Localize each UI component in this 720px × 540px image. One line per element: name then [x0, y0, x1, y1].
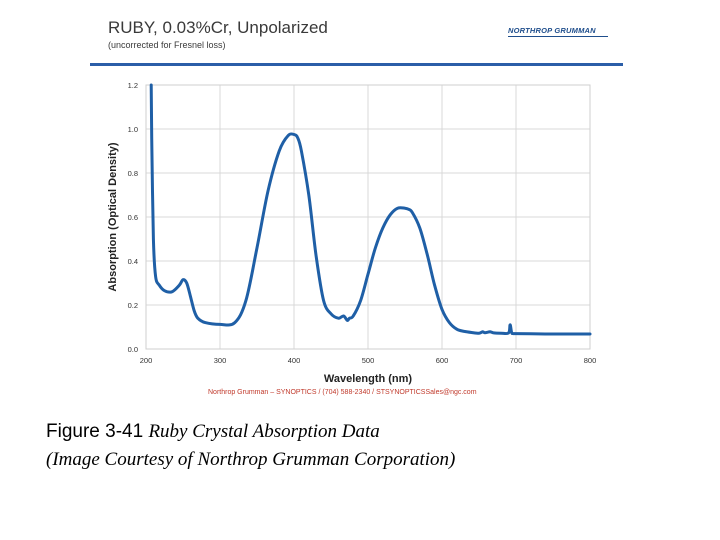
- y-tick-label: 1.0: [128, 125, 138, 134]
- x-tick-label: 700: [510, 356, 523, 365]
- series-line: [149, 83, 592, 336]
- chart-title: RUBY, 0.03%Cr, Unpolarized: [108, 18, 328, 37]
- y-tick-label: 0.4: [128, 257, 138, 266]
- x-tick-label: 600: [436, 356, 449, 365]
- x-tick-label: 500: [362, 356, 375, 365]
- figure-caption: Figure 3-41 Ruby Crystal Absorption Data…: [46, 418, 455, 474]
- y-tick-labels: 0.0 0.2 0.4 0.6 0.8 1.0 1.2: [128, 81, 138, 354]
- header-rule: [90, 63, 623, 66]
- x-tick-label: 300: [214, 356, 227, 365]
- caption-line-2: (Image Courtesy of Northrop Grumman Corp…: [46, 449, 456, 470]
- grid-lines: [145, 84, 591, 350]
- figure-label: Figure 3-41: [46, 421, 144, 442]
- absorption-chart: 200 300 400 500 600 700 800 0.0 0.2 0.4 0.6 0.8 1.0…: [107, 81, 597, 385]
- y-tick-label: 0.0: [128, 345, 138, 354]
- y-tick-label: 0.8: [128, 169, 138, 178]
- y-axis-label: Absorption (Optical Density): [107, 142, 119, 291]
- x-tick-label: 200: [140, 356, 153, 365]
- x-axis-label: Wavelength (nm): [324, 373, 413, 385]
- y-tick-label: 1.2: [128, 81, 138, 90]
- contact-line: Northrop Grumman – SYNOPTICS / (704) 588…: [208, 389, 477, 396]
- y-tick-label: 0.2: [128, 301, 138, 310]
- logo-underline: [508, 36, 608, 37]
- northrop-grumman-logo: NORTHROP GRUMMAN: [508, 26, 596, 35]
- x-tick-label: 800: [584, 356, 597, 365]
- x-tick-label: 400: [288, 356, 301, 365]
- plot-frame: [145, 84, 591, 350]
- y-tick-label: 0.6: [128, 213, 138, 222]
- chart-subtitle: (uncorrected for Fresnel loss): [108, 40, 226, 50]
- x-tick-labels: 200 300 400 500 600 700 800: [140, 356, 597, 365]
- caption-line-1: Ruby Crystal Absorption Data: [148, 421, 380, 442]
